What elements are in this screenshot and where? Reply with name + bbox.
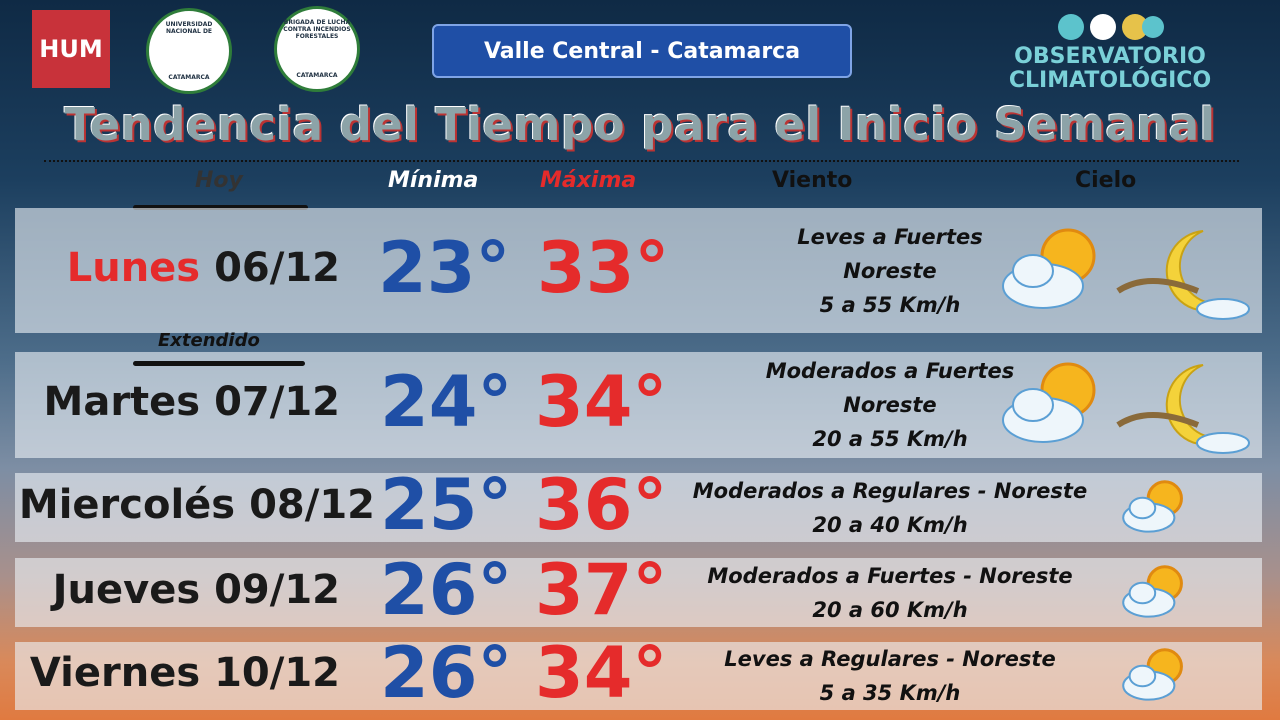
observatory-line: CLIMATOLÓGICO — [1008, 68, 1212, 93]
wind-line: Noreste — [843, 258, 937, 283]
day-name: Jueves — [52, 566, 201, 613]
wind-line: Moderados a Fuertes — [765, 359, 1015, 383]
wind-info: Moderados a Regulares - Noreste 20 a 40 K… — [660, 474, 1120, 542]
wind-line: Leves a Regulares - Noreste — [724, 647, 1056, 671]
icon-shape — [1012, 253, 1054, 288]
max-temp: 37° — [535, 548, 668, 631]
icon-shape — [1116, 277, 1200, 294]
column-header: Extendido — [158, 330, 260, 351]
underline — [133, 361, 305, 366]
date: 07/12 — [214, 379, 340, 425]
icon-shape — [1128, 496, 1157, 519]
wind-line: Moderados a Fuertes - Noreste — [707, 563, 1073, 588]
icon-shape — [1122, 581, 1176, 618]
icon-shape — [1128, 581, 1157, 604]
wind-line: Moderados a Regulares - Noreste — [692, 478, 1088, 503]
hum-logo: HUM — [32, 10, 110, 88]
region-label: Valle Central - Catamarca — [432, 24, 852, 78]
icon-shape — [1128, 664, 1157, 688]
logo-text: CATAMARCA — [168, 74, 210, 81]
icon-shape — [1002, 253, 1084, 309]
max-temp: 34° — [535, 632, 668, 714]
min-temp: 24° — [380, 361, 513, 443]
logo-text: BRIGADA DE LUCHA CONTRA INCENDIOS FOREST… — [283, 19, 351, 40]
day-name: Martes — [43, 379, 201, 425]
wind-line: Noreste — [843, 393, 937, 417]
logo-text: UNIVERSIDAD NACIONAL DE — [165, 21, 213, 35]
observatory-icons — [1058, 14, 1164, 40]
wind-line: Leves a Fuertes — [797, 224, 983, 249]
icon-shape — [1002, 388, 1084, 443]
day-label: Jueves 09/12 — [53, 567, 340, 613]
logo-text: CATAMARCA — [296, 72, 338, 79]
max-temp: 33° — [537, 226, 670, 309]
icon-shape — [1122, 664, 1176, 701]
row-box — [15, 558, 1262, 627]
wind-info: Leves a Regulares - Noreste 5 a 35 Km/h — [660, 642, 1120, 710]
min-temp: 26° — [380, 548, 513, 631]
wind-line: 20 a 40 Km/h — [812, 512, 968, 537]
icon-shape — [1122, 496, 1176, 533]
observatory-name: OBSERVATORIO CLIMATOLÓGICO — [1000, 45, 1220, 93]
date: 06/12 — [214, 244, 340, 291]
row-box — [15, 473, 1262, 542]
max-temp: 36° — [535, 463, 668, 546]
column-header: Viento — [772, 168, 853, 193]
divider — [44, 160, 1239, 162]
column-header: Cielo — [1075, 168, 1137, 193]
wind-line: 20 a 55 Km/h — [812, 427, 968, 451]
column-header: Hoy — [195, 168, 243, 193]
column-header: Máxima — [540, 168, 637, 193]
min-temp: 25° — [380, 463, 513, 546]
brigade-logo: BRIGADA DE LUCHA CONTRA INCENDIOS FOREST… — [274, 6, 360, 92]
date: 10/12 — [214, 650, 340, 696]
sky-icon — [1122, 479, 1183, 533]
day-name: Viernes — [29, 650, 201, 696]
sky-icon — [1002, 362, 1250, 454]
icon-shape — [1012, 388, 1054, 422]
university-logo: UNIVERSIDAD NACIONAL DE CATAMARCA — [146, 8, 232, 94]
wind-line: 5 a 55 Km/h — [819, 292, 961, 317]
icon-shape — [1196, 297, 1250, 320]
min-temp: 23° — [378, 226, 511, 309]
title: Tendencia del Tiempo para el Inicio Sema… — [64, 98, 1216, 151]
day-label: Viernes 10/12 — [30, 650, 340, 696]
day-name: Miercolés — [18, 481, 236, 528]
underline — [133, 205, 308, 210]
icon-shape — [1116, 412, 1200, 428]
wind-info: Moderados a Fuertes - Noreste 20 a 60 Km/… — [660, 559, 1120, 627]
sky-icon — [1122, 648, 1183, 701]
max-temp: 34° — [535, 361, 668, 443]
icon-shape — [1196, 432, 1250, 454]
row-box — [15, 642, 1262, 710]
min-temp: 26° — [380, 632, 513, 714]
observatory-line: OBSERVATORIO — [1014, 44, 1206, 69]
column-header: Mínima — [388, 168, 479, 193]
date: 08/12 — [249, 481, 375, 528]
day-label: Lunes 06/12 — [67, 245, 340, 291]
wind-info: Moderados a Fuertes Noreste 20 a 55 Km/h — [660, 354, 1120, 456]
wind-info: Leves a Fuertes Noreste 5 a 55 Km/h — [660, 220, 1120, 322]
day-label: Martes 07/12 — [44, 379, 340, 425]
sky-icon — [1122, 564, 1183, 618]
sky-icon — [1002, 228, 1250, 320]
wind-line: 5 a 35 Km/h — [819, 681, 961, 705]
date: 09/12 — [214, 566, 340, 613]
day-name: Lunes — [66, 244, 201, 291]
wind-line: 20 a 60 Km/h — [812, 597, 968, 622]
day-label: Miercolés 08/12 — [19, 482, 375, 528]
